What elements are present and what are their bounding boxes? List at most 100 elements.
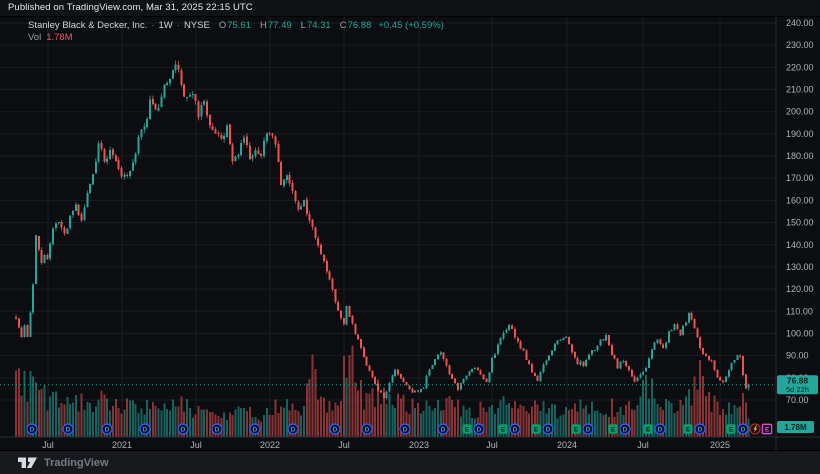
time-axis[interactable]: Jul 2021 Jul 2022 Jul 2023 Jul 2024 Jul 2025 [0,436,820,450]
dividend-marker[interactable]: D [694,423,706,435]
high-label: H [259,20,267,31]
tradingview-brand[interactable]: TradingView [44,456,109,469]
svg-text:140.00: 140.00 [786,240,814,250]
svg-text:Jul: Jul [190,440,202,450]
svg-text:150.00: 150.00 [786,218,814,228]
svg-text:76.88: 76.88 [787,376,809,386]
high-value: 77.49 [267,20,292,31]
svg-text:2023: 2023 [409,440,429,450]
svg-text:D: D [586,427,591,434]
svg-text:110.00: 110.00 [786,306,813,316]
svg-text:D: D [143,427,148,434]
dividend-marker[interactable]: D [139,423,151,435]
svg-text:210.00: 210.00 [786,85,814,95]
dividend-marker[interactable]: D [211,423,223,435]
chart-legend[interactable]: Stanley Black & Decker, Inc. · 1W · NYSE O75.… [28,20,444,43]
volume-badge: 1.78M [777,421,814,433]
earnings-marker[interactable]: E [608,424,618,434]
interval-label[interactable]: 1W [158,20,173,31]
svg-text:Jul: Jul [42,440,54,450]
svg-text:D: D [513,427,518,434]
svg-text:D: D [441,427,446,434]
dividend-marker[interactable]: D [26,423,38,435]
open-label: O [218,20,227,31]
event-markers[interactable]: D D D D D D D D D D D D D D D D D D D DE E E E E E E E E [26,423,773,435]
earnings-marker[interactable]: E [498,424,508,434]
svg-text:170.00: 170.00 [786,173,814,183]
change-value: +0.45 (+0.59%) [378,20,444,31]
svg-text:D: D [333,427,338,434]
svg-text:Jul: Jul [637,440,649,450]
svg-text:130.00: 130.00 [786,262,814,272]
svg-text:2024: 2024 [557,440,577,450]
svg-text:E: E [574,427,579,434]
svg-text:D: D [253,427,258,434]
volume-value: 1.78M [46,31,73,43]
svg-text:D: D [403,427,408,434]
svg-text:D: D [365,427,370,434]
chart-canvas[interactable]: D D D D D D D D D D D D D D D D D D D DE E E E E E E E E240.00230.0… [0,17,820,450]
svg-text:E: E [501,427,506,434]
dividend-marker[interactable]: D [62,423,74,435]
svg-text:2022: 2022 [260,440,280,450]
dividend-marker[interactable]: D [619,423,631,435]
dividend-marker[interactable]: D [101,423,113,435]
svg-text:E: E [465,427,470,434]
legend-row-volume[interactable]: Vol 1.78M [28,32,444,44]
earnings-marker[interactable]: E [726,424,736,434]
svg-text:2021: 2021 [112,440,132,450]
dividend-marker[interactable]: D [177,423,189,435]
earnings-marker[interactable]: E [462,424,472,434]
separator: · [176,20,180,31]
price-axis[interactable]: 240.00 230.00 220.00 210.00 200.00 190.00 180.… [775,17,814,450]
svg-text:E: E [765,427,770,434]
dividend-marker[interactable]: D [361,423,373,435]
low-value: 74.31 [306,20,331,31]
svg-text:D: D [66,427,71,434]
dividend-marker[interactable]: D [582,423,594,435]
svg-text:1.78M: 1.78M [784,423,807,432]
chart-area[interactable]: Stanley Black & Decker, Inc. · 1W · NYSE O75.… [0,17,820,450]
dividend-marker[interactable]: D [473,423,485,435]
upcoming-earnings-marker[interactable]: E [761,423,773,435]
earnings-marker[interactable]: E [683,424,693,434]
footer-bar: TradingView [0,450,820,474]
dividend-marker[interactable]: D [542,423,554,435]
earnings-marker[interactable]: E [531,424,541,434]
svg-text:230.00: 230.00 [786,40,814,50]
symbol-title[interactable]: Stanley Black & Decker, Inc. [28,20,148,31]
svg-text:D: D [181,427,186,434]
dividend-marker[interactable]: D [249,423,261,435]
legend-row-symbol[interactable]: Stanley Black & Decker, Inc. · 1W · NYSE O75.… [28,20,444,32]
publish-text: Published on TradingView.com, Mar 31, 20… [8,2,253,13]
dividend-marker[interactable]: D [509,423,521,435]
dividend-marker[interactable]: D [287,423,299,435]
svg-text:220.00: 220.00 [786,62,814,72]
svg-text:E: E [611,427,616,434]
svg-text:E: E [729,427,734,434]
svg-text:Jul: Jul [338,440,350,450]
svg-text:D: D [546,427,551,434]
svg-text:160.00: 160.00 [786,195,814,205]
dividend-marker[interactable]: D [399,423,411,435]
grid-lines [0,17,776,437]
earnings-marker[interactable]: E [643,424,653,434]
separator: · [151,20,155,31]
svg-text:Jul: Jul [486,440,498,450]
svg-text:5d 22h: 5d 22h [786,385,809,394]
dividend-marker[interactable]: D [654,423,666,435]
svg-text:180.00: 180.00 [786,151,814,161]
news-bolt-marker[interactable] [749,423,761,435]
svg-text:D: D [698,427,703,434]
svg-text:2025: 2025 [710,440,730,450]
svg-text:D: D [215,427,220,434]
low-label: L [300,20,306,31]
dividend-marker[interactable]: D [737,423,749,435]
earnings-marker[interactable]: E [571,424,581,434]
dividend-marker[interactable]: D [437,423,449,435]
svg-text:D: D [291,427,296,434]
dividend-marker[interactable]: D [329,423,341,435]
tradingview-logo-icon[interactable] [18,456,37,469]
